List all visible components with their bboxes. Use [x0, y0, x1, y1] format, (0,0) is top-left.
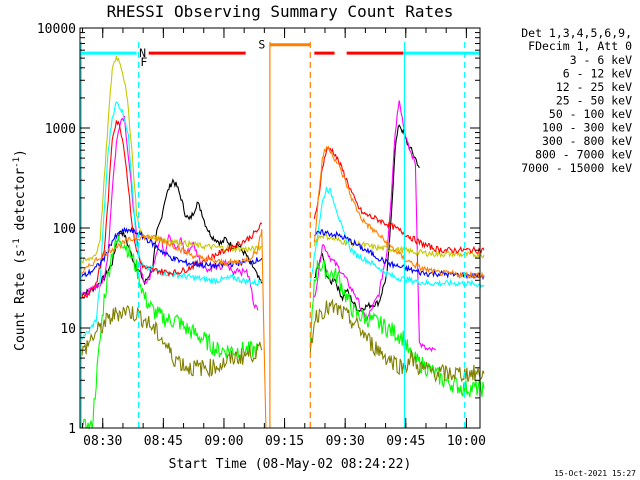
series-6: [80, 120, 485, 299]
y-tick-label: 100: [53, 222, 76, 237]
y-tick-label: 1: [68, 422, 76, 437]
series-4: [79, 101, 485, 340]
y-axis-label-main: Count Rate (s: [13, 249, 28, 351]
series-line: [313, 145, 485, 280]
series-line: [309, 186, 485, 288]
y-axis-label-exp1: -1: [12, 238, 22, 249]
y-tick-label: 10000: [37, 22, 76, 37]
legend-entry: 7000 - 15000 keV: [521, 161, 632, 175]
x-tick-label: 09:45: [386, 434, 425, 449]
legend-entry: 300 - 800 keV: [542, 134, 632, 148]
legend-entry: 50 - 100 keV: [549, 107, 632, 121]
series-9: [79, 298, 485, 383]
series-line: [313, 232, 485, 259]
annotation-n: N: [139, 46, 146, 60]
x-tick-label: 09:30: [326, 434, 365, 449]
y-tick-label: 10: [60, 322, 76, 337]
x-axis-label: Start Time (08-May-02 08:24:22): [169, 457, 412, 472]
series-line: [79, 229, 267, 429]
x-tick-label: 08:45: [144, 434, 183, 449]
y-axis-label-end: ): [13, 149, 28, 157]
x-tick-label: 10:00: [447, 434, 486, 449]
legend-header-line1: Det 1,3,4,5,6,9,: [521, 26, 632, 40]
series-line: [313, 229, 485, 281]
legend-entry: 6 - 12 keV: [563, 67, 632, 81]
legend-entry: 12 - 25 keV: [556, 80, 632, 94]
series-line: [79, 236, 259, 431]
annotation-f: F: [140, 55, 147, 69]
series-line: [80, 120, 263, 299]
series-line: [314, 124, 420, 312]
series-line: [79, 305, 263, 378]
y-axis-label: Count Rate (s-1 detector-1): [12, 149, 28, 351]
legend-entry: 3 - 6 keV: [570, 53, 632, 67]
x-tick-label: 09:15: [265, 434, 304, 449]
series-line: [309, 298, 485, 383]
plot-area: NF S 1 10 100 1000 10000 08:30 08:45 09:00 09:15 09…: [37, 22, 486, 449]
legend-entry: 800 - 7000 keV: [535, 148, 632, 162]
y-axis-label-mid: detector: [13, 168, 28, 239]
y-tick-label: 1000: [45, 122, 76, 137]
series-line: [313, 100, 437, 353]
x-tick-label: 08:30: [83, 434, 122, 449]
x-tick-label: 09:00: [204, 434, 243, 449]
timestamp: 15-Oct-2021 15:27: [554, 469, 636, 478]
series-5: [79, 55, 485, 265]
legend-header-line2: FDecim 1, Att 0: [528, 39, 632, 53]
svg-text:Count Rate (s-1 detector-1): Count Rate (s-1 detector-1): [12, 149, 28, 351]
y-axis-label-exp2: -1: [12, 157, 22, 168]
legend-entry: 25 - 50 keV: [556, 94, 632, 108]
legend-entry: 100 - 300 keV: [542, 121, 632, 135]
annotation-s: S: [258, 38, 265, 52]
chart-title: RHESSI Observing Summary Count Rates: [107, 2, 454, 21]
legend: Det 1,3,4,5,6,9, FDecim 1, Att 0 3 - 6 k…: [521, 26, 632, 175]
series-8: [79, 145, 485, 429]
series-7: [79, 226, 485, 281]
series-line: [313, 147, 485, 255]
series-line: [79, 226, 263, 280]
